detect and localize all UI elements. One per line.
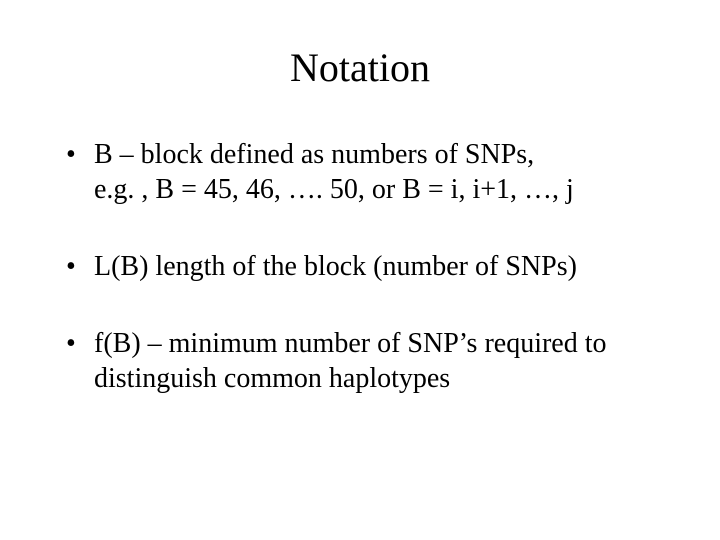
list-item: f(B) – minimum number of SNP’s required … bbox=[60, 326, 660, 396]
slide-title: Notation bbox=[60, 44, 660, 91]
bullet-text: B – block defined as numbers of SNPs, bbox=[94, 139, 534, 170]
list-item: B – block defined as numbers of SNPs, e.… bbox=[60, 137, 660, 207]
list-item: L(B) length of the block (number of SNPs… bbox=[60, 249, 660, 284]
bullet-list: B – block defined as numbers of SNPs, e.… bbox=[60, 137, 660, 396]
bullet-text: f(B) – minimum number of SNP’s required … bbox=[94, 328, 607, 394]
bullet-text-cont: e.g. , B = 45, 46, …. 50, or B = i, i+1,… bbox=[94, 172, 660, 207]
slide: Notation B – block defined as numbers of… bbox=[0, 0, 720, 540]
bullet-text: L(B) length of the block (number of SNPs… bbox=[94, 251, 577, 282]
